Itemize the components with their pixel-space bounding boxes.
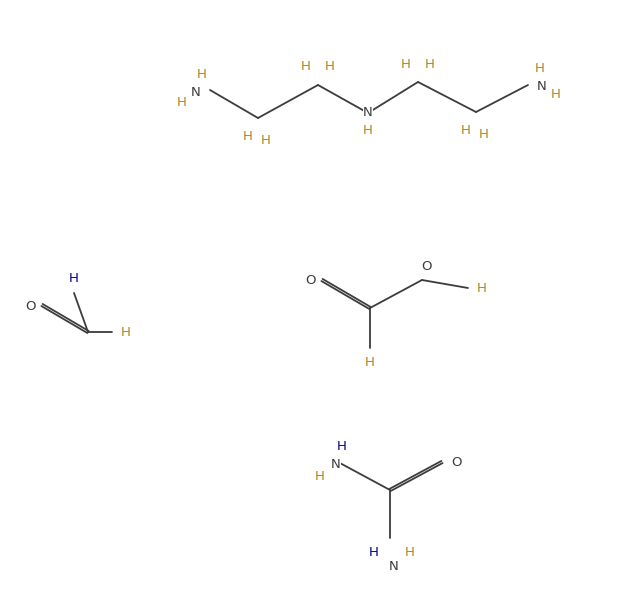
Text: H: H: [535, 62, 545, 76]
Text: O: O: [420, 259, 431, 272]
Text: O: O: [305, 274, 315, 286]
Text: H: H: [121, 325, 131, 339]
Text: N: N: [331, 458, 341, 471]
Text: O: O: [25, 301, 35, 314]
Text: H: H: [261, 134, 271, 147]
Text: H: H: [177, 95, 187, 108]
Text: H: H: [369, 546, 379, 559]
Text: H: H: [315, 469, 325, 482]
Text: H: H: [301, 60, 311, 73]
Text: H: H: [325, 60, 335, 73]
Text: H: H: [405, 546, 415, 559]
Text: H: H: [477, 282, 487, 294]
Text: H: H: [551, 89, 561, 102]
Text: O: O: [450, 455, 461, 469]
Text: N: N: [389, 559, 399, 572]
Text: H: H: [243, 129, 253, 142]
Text: H: H: [365, 355, 375, 368]
Text: N: N: [191, 86, 201, 99]
Text: H: H: [337, 439, 347, 453]
Text: N: N: [363, 107, 373, 120]
Text: H: H: [363, 124, 373, 137]
Text: N: N: [537, 81, 547, 94]
Text: H: H: [461, 123, 471, 137]
Text: H: H: [425, 57, 435, 70]
Text: H: H: [69, 272, 79, 285]
Text: H: H: [401, 57, 411, 70]
Text: H: H: [479, 128, 489, 140]
Text: H: H: [197, 68, 207, 81]
